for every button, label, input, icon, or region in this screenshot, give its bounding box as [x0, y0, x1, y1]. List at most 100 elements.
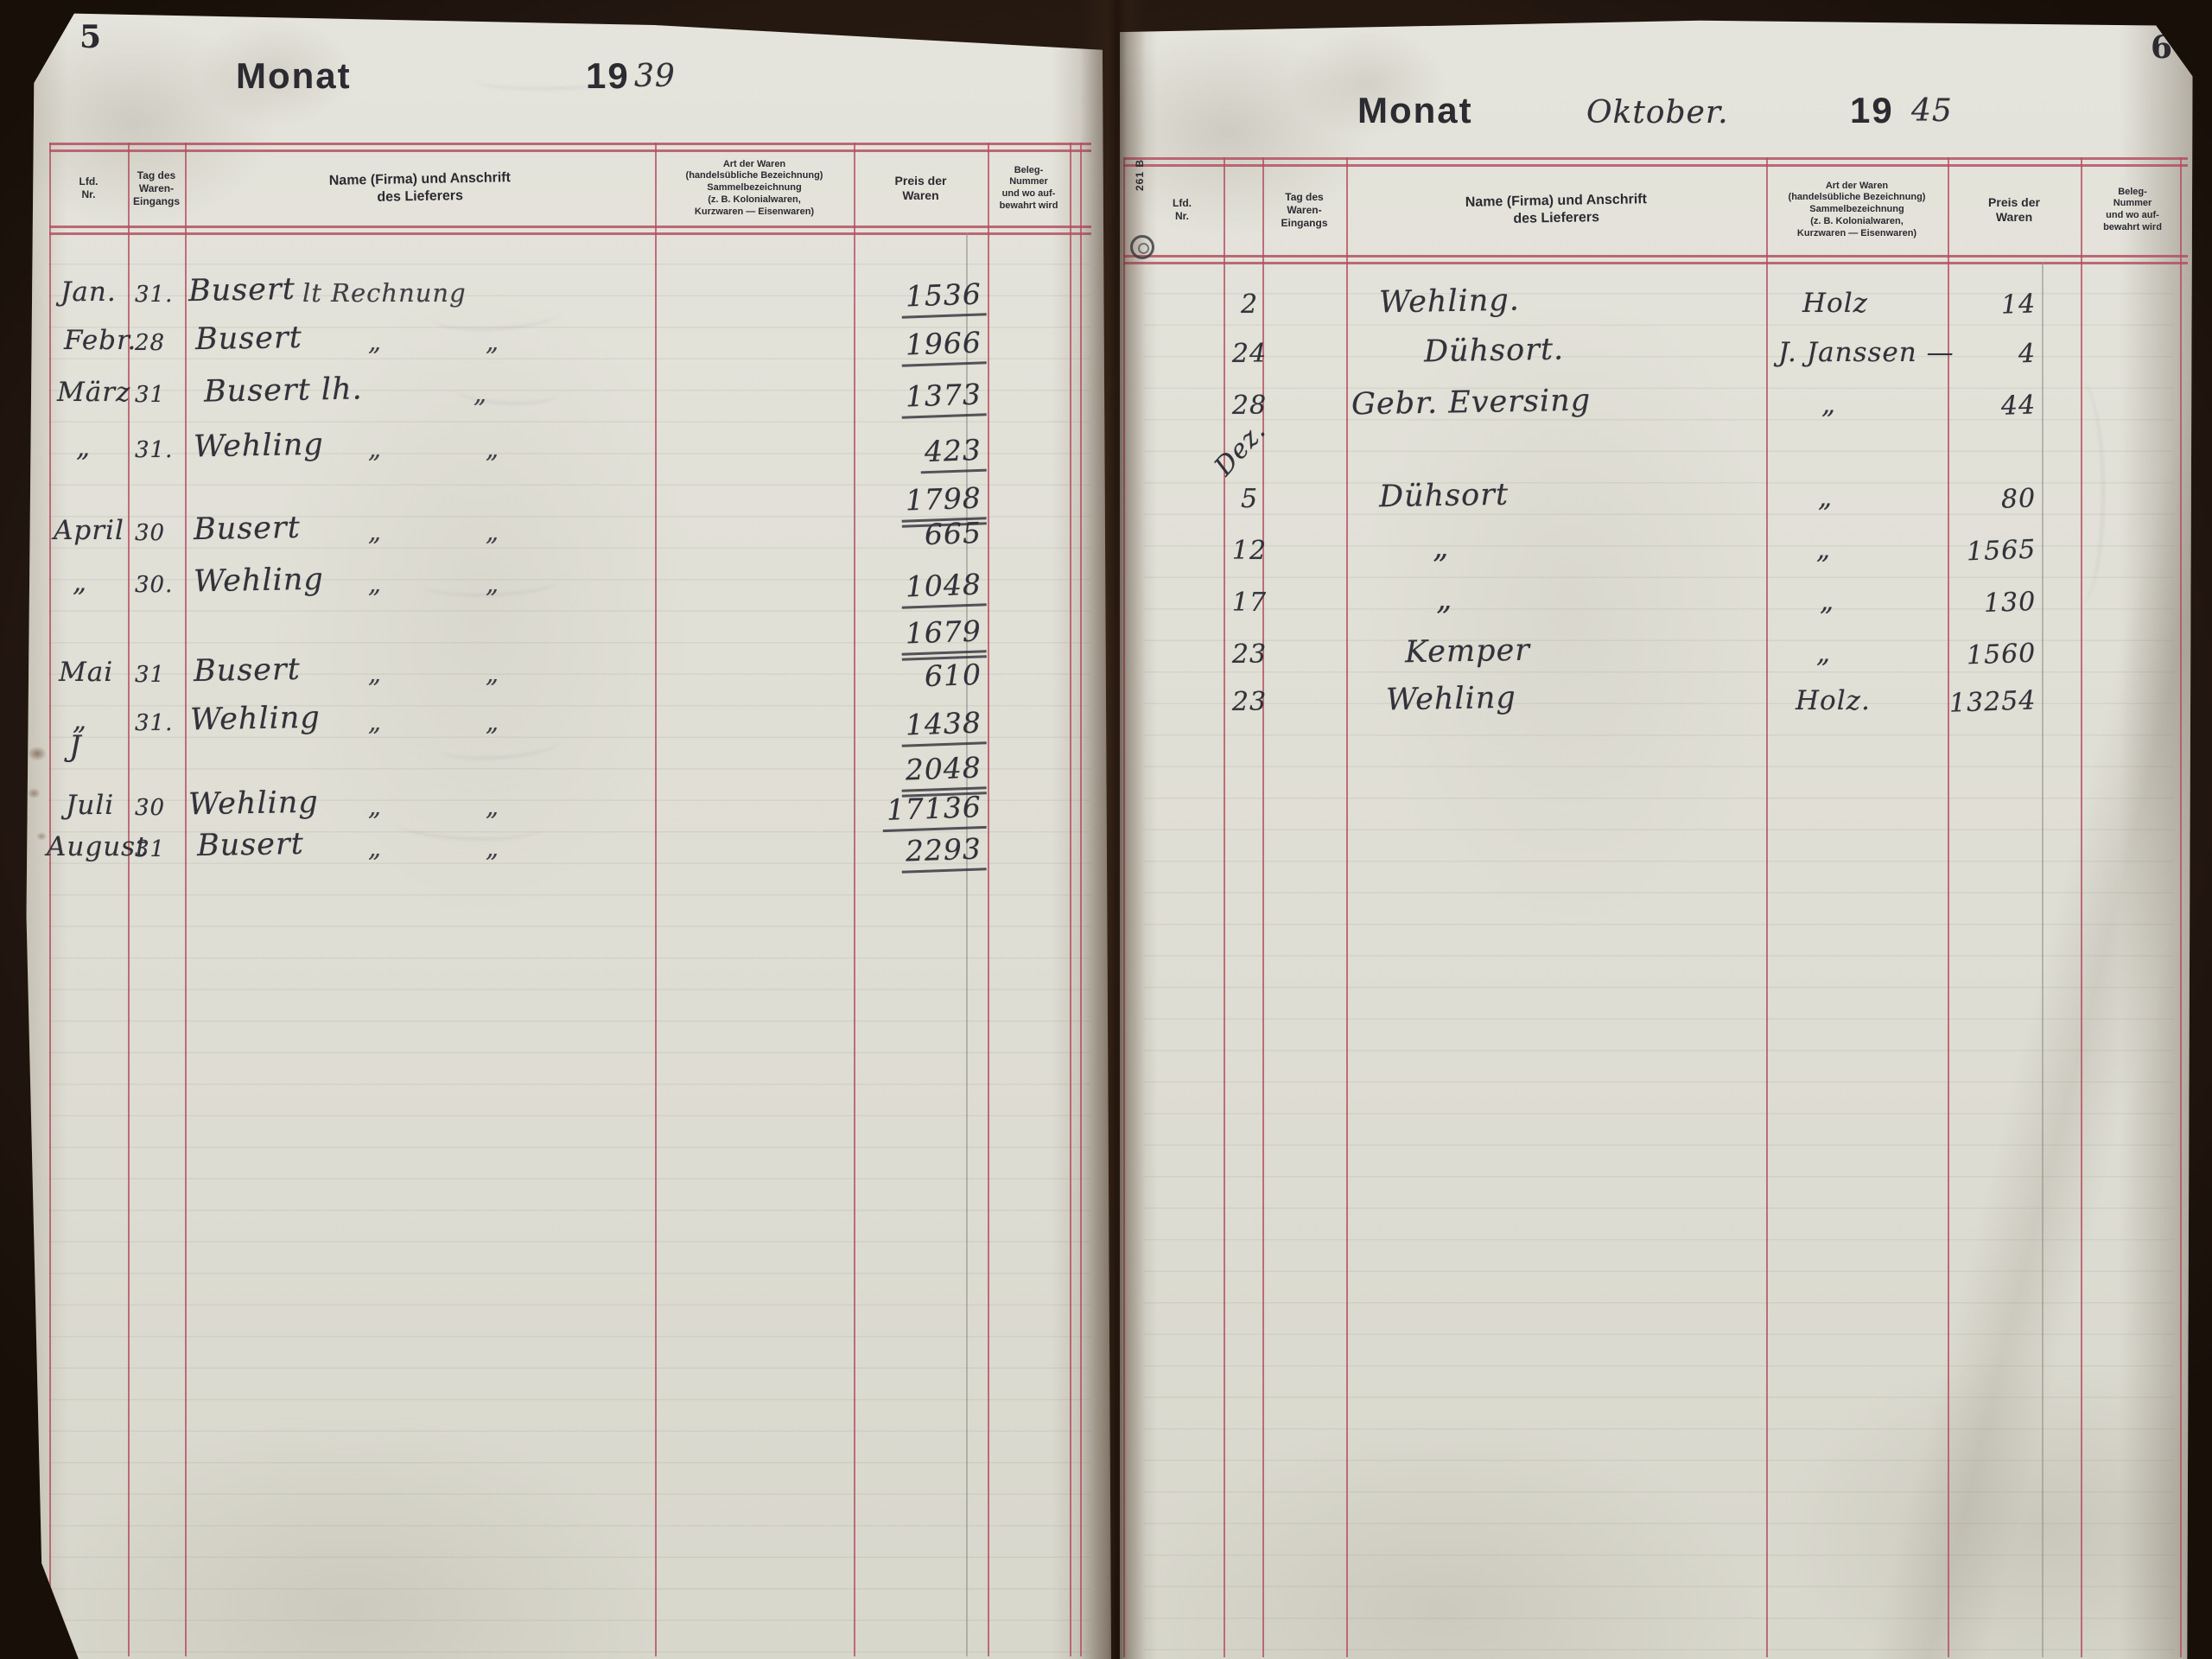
entry-supplier: Wehling: [193, 562, 325, 600]
entry-day: 30.: [135, 572, 174, 598]
entry-day: 30: [135, 795, 166, 821]
header-rule-red: [49, 149, 1091, 152]
price-number: 1565: [1966, 534, 2037, 568]
entry-goods: J. Janssen —: [1778, 337, 1955, 368]
entry-supplier: Wehling: [193, 427, 325, 465]
price-number: 1560: [1966, 638, 2037, 671]
price-value: 13254: [1944, 685, 2041, 721]
entry-day: 12: [1231, 536, 1268, 566]
entry-day: 31.: [135, 282, 174, 308]
column-rule-red: [1080, 143, 1083, 1656]
header-art-left: Art der Waren (handelsübliche Bezeichnun…: [685, 158, 823, 217]
year-printed-left: 19: [586, 55, 630, 96]
entry-price: 130: [1893, 586, 2040, 620]
entry-supplier: Busert lh.: [203, 372, 364, 410]
entry-note: „ „: [368, 707, 500, 736]
price-number: 423: [919, 432, 987, 474]
price-value: 4: [2013, 338, 2040, 372]
price-value: 1048: [900, 567, 987, 609]
column-rule-red: [128, 143, 130, 1656]
entry-supplier: Busert: [193, 510, 302, 548]
entry-day: 31.: [135, 437, 174, 463]
header-art-right: Art der Waren (handelsübliche Bezeichnun…: [1788, 180, 1926, 238]
column-rule-red: [655, 143, 658, 1656]
price-value: 1536: [900, 276, 987, 319]
price-number: 1679: [900, 613, 987, 656]
price-number: 665: [924, 515, 982, 552]
price-number: 130: [1983, 586, 2037, 620]
column-rule-red: [1948, 157, 1950, 1657]
column-rule-red: [1262, 157, 1265, 1657]
entry-supplier: Dühsort: [1378, 477, 1510, 515]
entry-price: 2293: [832, 831, 987, 874]
column-rule-red: [1346, 157, 1349, 1657]
column-rule-red: [2081, 157, 2083, 1657]
price-number: 1048: [900, 567, 987, 609]
entry-month: Juli: [66, 790, 115, 821]
entry-supplier: Busert: [188, 271, 296, 309]
entry-day: 31: [135, 382, 166, 408]
entry-note: „ „: [368, 791, 500, 821]
entry-month: „: [76, 432, 92, 463]
header-name-right: Name (Firma) und Anschrift des Lieferers: [1465, 192, 1647, 226]
header-rule-red: [1123, 164, 2188, 167]
price-number: 1536: [900, 276, 987, 319]
price-number: 2293: [900, 831, 987, 874]
bleedthrough-smudge: [455, 376, 561, 407]
entry-day: 28: [135, 330, 166, 356]
entry-price: 665: [832, 515, 986, 553]
entry-day: 2: [1240, 289, 1259, 320]
entry-price: 1536: [832, 276, 987, 319]
entry-month: Febr.: [64, 325, 137, 356]
entry-note: „ „: [368, 517, 500, 546]
month-handwritten-right: Oktober.: [1586, 95, 1729, 130]
entry-day: 23: [1231, 687, 1268, 717]
right-page: 6 Monat Oktober. 19 45 261 B Lfd. Nr. Ta…: [1120, 20, 2193, 1659]
entry-supplier: Wehling.: [1378, 283, 1521, 321]
entry-supplier: Wehling: [189, 700, 321, 738]
entry-price: 2048: [832, 750, 987, 798]
price-number: 4: [2018, 338, 2037, 370]
entry-price: 1438: [832, 705, 987, 747]
price-number: 1966: [900, 325, 987, 367]
entry-supplier: „: [1432, 530, 1450, 566]
price-number: 2048: [900, 750, 987, 792]
column-rule-red: [1123, 157, 1126, 1657]
header-preis-right: Preis der Waren: [1988, 194, 2040, 225]
entry-supplier: Dühsort.: [1423, 332, 1565, 370]
entry-goods: Holz.: [1796, 685, 1871, 716]
entry-supplier: Kemper: [1404, 632, 1531, 671]
entry-note: „ „: [368, 434, 500, 463]
monat-label-left: Monat: [236, 55, 352, 96]
entry-price: 80: [1893, 483, 2040, 517]
price-number: 80: [2000, 483, 2037, 515]
entry-price: 1048: [832, 567, 987, 609]
price-value: 14: [1996, 289, 2040, 323]
entry-price: 1966: [832, 325, 987, 367]
entry-day: 31.: [135, 710, 174, 736]
entry-month: April: [54, 515, 124, 546]
column-rule-red: [185, 143, 188, 1656]
entry-price: 4: [1893, 339, 2040, 372]
column-rule-red: [1224, 157, 1226, 1657]
price-value: 2293: [900, 831, 987, 874]
entry-month: Jan.: [60, 276, 117, 308]
stray-mark: J: [69, 729, 82, 764]
entry-goods: „: [1816, 638, 1832, 669]
entry-day: 31: [135, 836, 166, 862]
column-rule-red: [988, 143, 990, 1656]
column-rule-red: [1766, 157, 1769, 1657]
column-rule-red: [49, 143, 52, 1656]
header-lfd-nr-right: Lfd. Nr.: [1173, 197, 1192, 222]
price-value: 1565: [1961, 534, 2041, 569]
entry-day: 31: [135, 662, 166, 688]
left-page: 5 Monat 19 39 Lfd. Nr. Tag des Waren- Ei…: [26, 13, 1111, 1659]
entry-supplier: Busert: [194, 320, 303, 358]
page-number-right: 6: [2150, 29, 2172, 66]
entry-price: 44: [1893, 390, 2040, 423]
header-preis-left: Preis der Waren: [894, 173, 947, 203]
entry-month: März: [57, 377, 131, 408]
entry-day: 5: [1240, 484, 1259, 514]
entry-price: 610: [832, 658, 986, 695]
